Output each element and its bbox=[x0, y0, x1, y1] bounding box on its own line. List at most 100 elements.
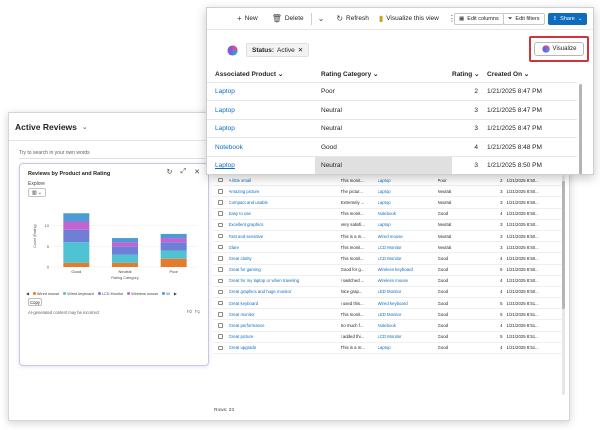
title-link[interactable]: Great for gaming bbox=[228, 267, 261, 273]
product-link[interactable]: Laptop bbox=[377, 199, 391, 205]
chevron-down-icon[interactable]: ⌄ bbox=[81, 123, 88, 131]
title-link[interactable]: Great monitor bbox=[228, 311, 255, 317]
row-checkbox[interactable] bbox=[218, 278, 223, 284]
row-checkbox[interactable] bbox=[218, 177, 223, 183]
table-row[interactable]: Laptop Neutral 3 1/21/2025 8:47 PM bbox=[207, 120, 577, 139]
table-row[interactable]: Great for my laptop or when traveling I s… bbox=[213, 276, 563, 287]
bar-segment[interactable] bbox=[160, 242, 187, 251]
bar-segment[interactable] bbox=[160, 258, 187, 267]
product-link[interactable]: Notebook bbox=[215, 143, 243, 151]
bar-segment[interactable] bbox=[112, 242, 138, 247]
row-checkbox[interactable] bbox=[218, 267, 223, 272]
search-input[interactable]: Try to search in your own words bbox=[19, 147, 205, 159]
product-link[interactable]: Notebook bbox=[377, 211, 396, 217]
bar-segment[interactable] bbox=[160, 250, 187, 259]
row-checkbox[interactable] bbox=[218, 289, 223, 295]
legend-entry[interactable]: Wired keyboard bbox=[63, 291, 94, 296]
view-header[interactable]: Active Reviews ⌄ bbox=[9, 113, 209, 141]
table-row[interactable]: Compact and usable Extremely ... Laptop Neu… bbox=[213, 197, 563, 209]
refresh-button[interactable]: ↻ Refresh bbox=[336, 14, 368, 23]
product-link[interactable]: Laptop bbox=[215, 125, 235, 133]
table-row[interactable]: Great graphics and huge monitor Nice grap… bbox=[213, 287, 563, 299]
legend-entry[interactable]: Wireless mouse bbox=[127, 291, 158, 296]
title-link[interactable]: Great for my laptop or when traveling bbox=[228, 278, 300, 284]
column-header-created[interactable]: Created On ⌄ bbox=[478, 70, 568, 78]
row-checkbox[interactable] bbox=[218, 312, 223, 317]
table-row[interactable]: Great keyboard I used this... Wired keyboa… bbox=[213, 298, 563, 310]
close-icon[interactable]: ✕ bbox=[297, 47, 304, 54]
edit-columns-button[interactable]: ▦ Edit columns bbox=[454, 13, 504, 25]
table-row[interactable]: Glare This monit... LCD Monitor Neutral 3 1/2… bbox=[213, 242, 563, 254]
title-link[interactable]: Compact and usable bbox=[228, 199, 268, 205]
title-link[interactable]: Fast and sensitive bbox=[228, 233, 264, 239]
row-checkbox[interactable] bbox=[218, 222, 223, 228]
row-checkbox[interactable] bbox=[218, 256, 223, 261]
bar-segment[interactable] bbox=[63, 213, 90, 222]
row-checkbox[interactable] bbox=[218, 211, 223, 216]
title-link[interactable]: Great upgrade bbox=[228, 345, 257, 351]
column-header-category[interactable]: Rating Category ⌄ bbox=[315, 70, 452, 78]
title-link[interactable]: Glare bbox=[228, 244, 240, 250]
product-link[interactable]: Laptop bbox=[215, 162, 235, 170]
grid-scrollbar-thumb[interactable] bbox=[562, 181, 565, 309]
column-header-product[interactable]: Associated Product ⌄ bbox=[207, 70, 315, 78]
legend-entry[interactable]: W bbox=[162, 291, 170, 296]
bar-segment[interactable] bbox=[160, 238, 187, 243]
row-checkbox[interactable] bbox=[218, 345, 223, 351]
bar-segment[interactable] bbox=[63, 229, 90, 243]
title-link[interactable]: Great picture bbox=[228, 334, 254, 340]
title-link[interactable]: Great graphics and huge monitor bbox=[228, 289, 292, 295]
table-row[interactable]: Laptop Neutral 3 1/21/2025 8:50 PM bbox=[207, 157, 577, 174]
legend-entry[interactable]: LCD Monitor bbox=[97, 291, 123, 296]
product-link[interactable]: LCD Monitor bbox=[377, 255, 402, 261]
row-checkbox[interactable] bbox=[218, 244, 223, 250]
product-link[interactable]: Wired keyboard bbox=[377, 300, 408, 306]
title-link[interactable]: Great keyboard bbox=[228, 300, 259, 306]
bar-segment[interactable] bbox=[63, 221, 90, 230]
product-link[interactable]: Wired mouse bbox=[377, 233, 403, 239]
product-link[interactable]: Laptop bbox=[377, 188, 391, 194]
title-link[interactable]: Easy to use bbox=[228, 211, 251, 217]
title-link[interactable]: Great clarity bbox=[228, 255, 252, 261]
visualize-button[interactable]: Visualize bbox=[534, 42, 584, 56]
copy-button[interactable]: Copy bbox=[28, 298, 42, 306]
legend-entry[interactable]: Wired mouse bbox=[32, 291, 59, 296]
table-row[interactable]: Great for gaming Good for g... Wireless ke… bbox=[213, 265, 563, 276]
table-row[interactable]: A little small This monit... Laptop Poor 2 1/… bbox=[213, 175, 563, 187]
bar-segment[interactable] bbox=[112, 246, 138, 255]
title-link[interactable]: A little small bbox=[228, 177, 252, 183]
close-icon[interactable]: ✕ bbox=[194, 169, 200, 176]
column-header-rating[interactable]: Rating ⌄ bbox=[452, 70, 480, 78]
grid-scrollbar-thumb[interactable] bbox=[579, 84, 582, 174]
table-row[interactable]: Great upgrade This is a m... Laptop Good 4 1/… bbox=[213, 343, 563, 354]
chart-type-dropdown[interactable]: ▥ ⌄ bbox=[28, 188, 46, 197]
chevron-down-icon[interactable]: ⌄ bbox=[317, 14, 325, 23]
bar-segment[interactable] bbox=[63, 242, 90, 263]
title-link[interactable]: Great performance bbox=[228, 323, 265, 329]
product-link[interactable]: LCD Monitor bbox=[377, 244, 402, 250]
row-checkbox[interactable] bbox=[218, 323, 223, 328]
expand-icon[interactable]: ⤢ bbox=[180, 168, 187, 175]
bar-segment[interactable] bbox=[112, 254, 138, 263]
bar-segment[interactable] bbox=[112, 238, 138, 243]
more-options-icon[interactable]: ⋮ bbox=[447, 14, 456, 23]
row-checkbox[interactable] bbox=[218, 233, 223, 239]
row-checkbox[interactable] bbox=[218, 189, 223, 194]
product-link[interactable]: LED Monitor bbox=[377, 289, 402, 295]
product-link[interactable]: Wireless keyboard bbox=[377, 267, 413, 273]
table-row[interactable]: Laptop Neutral 3 1/21/2025 8:47 PM bbox=[207, 102, 577, 120]
title-link[interactable]: Amazing picture bbox=[228, 188, 260, 194]
legend-prev-icon[interactable]: ◀ bbox=[26, 292, 29, 296]
product-link[interactable]: Laptop bbox=[215, 106, 235, 114]
edit-filters-button[interactable]: ⏷ Edit filters bbox=[503, 13, 545, 25]
table-row[interactable]: Laptop Poor 2 1/21/2025 8:47 PM bbox=[207, 83, 577, 101]
status-filter-chip[interactable]: Status: Active ✕ bbox=[246, 43, 310, 57]
table-row[interactable]: Excellent graphics Very satisfi... Laptop N… bbox=[213, 220, 563, 231]
table-row[interactable]: Great picture I added thi... LCD Monitor Go… bbox=[213, 332, 563, 343]
share-button[interactable]: ⇪ Share ⌄ bbox=[548, 13, 587, 25]
product-link[interactable]: Laptop bbox=[215, 88, 235, 95]
thumbs-up-icon[interactable]: 👍︎ bbox=[186, 309, 192, 315]
bar-segment[interactable] bbox=[63, 262, 90, 267]
product-link[interactable]: Laptop bbox=[377, 222, 391, 228]
thumbs-down-icon[interactable]: 👎︎ bbox=[194, 309, 200, 315]
